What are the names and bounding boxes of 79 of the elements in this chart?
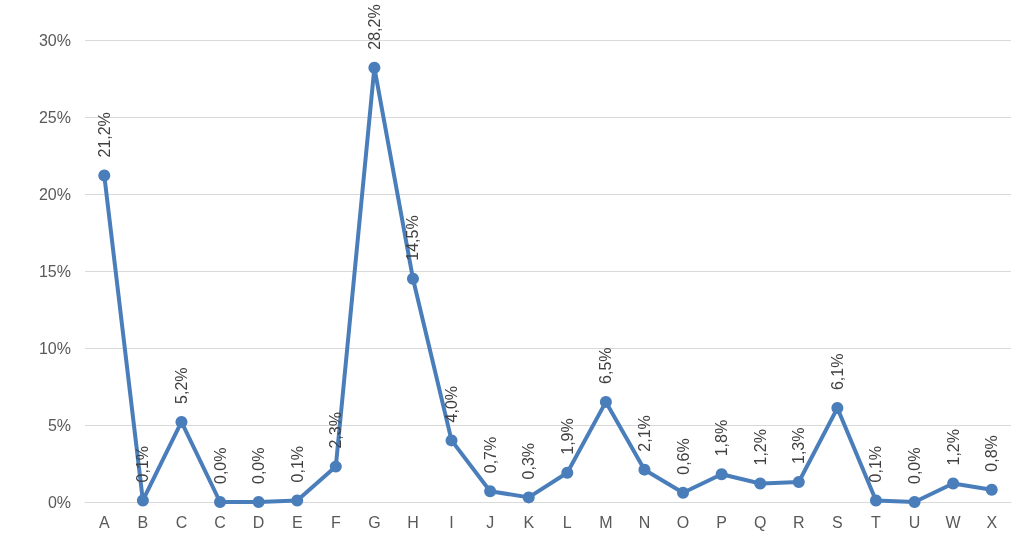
data-label: 0,0% [250, 447, 268, 484]
point [792, 475, 805, 488]
x-tick-label: S [832, 513, 843, 531]
point [831, 402, 844, 415]
point [522, 491, 535, 504]
data-label: 2,1% [635, 415, 653, 452]
x-tick-label: L [562, 513, 572, 531]
data-label: 0,1% [288, 445, 306, 483]
y-tick-label: 5% [47, 416, 71, 434]
y-tick-label: 20% [38, 185, 71, 203]
x-tick-label: M [599, 513, 613, 531]
y-tick-label: 10% [38, 339, 71, 357]
x-tick-label: K [523, 513, 535, 531]
x-tick-label: J [486, 513, 495, 531]
x-tick-label: R [793, 513, 805, 531]
point [869, 494, 882, 507]
data-label: 1,8% [713, 419, 731, 457]
y-tick-label: 15% [38, 262, 71, 280]
data-label: 0,1% [134, 445, 152, 483]
x-tick-label: A [98, 513, 110, 531]
point [947, 477, 960, 490]
data-label: 6,1% [828, 353, 846, 391]
point [136, 494, 149, 507]
x-tick-label: F [330, 513, 341, 531]
point [291, 494, 304, 507]
point [214, 496, 227, 508]
data-label: 21,2% [95, 112, 113, 158]
data-label: 1,2% [751, 429, 769, 466]
point [599, 395, 612, 408]
point [638, 463, 651, 476]
x-tick-label: H [407, 513, 419, 531]
x-tick-label: D [252, 513, 265, 531]
data-label: 0,6% [674, 438, 692, 475]
y-tick-label: 25% [38, 108, 71, 126]
x-tick-label: W [945, 513, 962, 531]
x-tick-label: G [368, 513, 381, 531]
data-label: 2,3% [327, 412, 345, 449]
x-tick-label: U [908, 513, 921, 531]
point [329, 460, 342, 473]
y-tick-label: 0% [47, 493, 71, 511]
data-label: 4,0% [443, 385, 461, 423]
data-label: 0,8% [983, 435, 1001, 472]
data-label: 1,9% [558, 418, 576, 455]
point [754, 477, 767, 490]
x-tick-label: C [175, 513, 188, 531]
x-tick-label: C [214, 513, 226, 531]
y-tick-label: 30% [38, 31, 71, 49]
data-label: 0,0% [906, 447, 924, 484]
point [908, 496, 921, 508]
data-label: 0,3% [520, 442, 538, 480]
x-tick-label: Q [753, 513, 767, 531]
point [715, 468, 728, 481]
data-label: 0,0% [211, 447, 229, 484]
data-label: 28,2% [365, 4, 383, 50]
data-label: 1,3% [790, 427, 808, 464]
point [175, 415, 188, 428]
point [677, 486, 690, 499]
point [985, 483, 998, 496]
data-label: 5,2% [172, 367, 190, 404]
point [368, 61, 381, 74]
data-label: 0,7% [481, 436, 499, 474]
data-label: 1,2% [944, 429, 962, 466]
x-tick-label: X [986, 513, 998, 531]
x-tick-label: E [291, 513, 303, 531]
x-tick-label: O [676, 513, 690, 531]
point [484, 485, 497, 498]
data-label: 14,5% [404, 215, 422, 261]
point [98, 169, 111, 182]
x-tick-label: P [716, 513, 727, 531]
x-tick-label: B [137, 513, 149, 531]
point [252, 496, 265, 508]
data-label: 0,1% [867, 445, 885, 483]
x-tick-label: I [449, 513, 454, 531]
point [445, 434, 458, 447]
x-tick-label: N [638, 513, 651, 531]
x-tick-label: T [871, 513, 882, 531]
data-label: 6,5% [597, 347, 615, 384]
point [406, 272, 419, 285]
point [561, 466, 574, 479]
